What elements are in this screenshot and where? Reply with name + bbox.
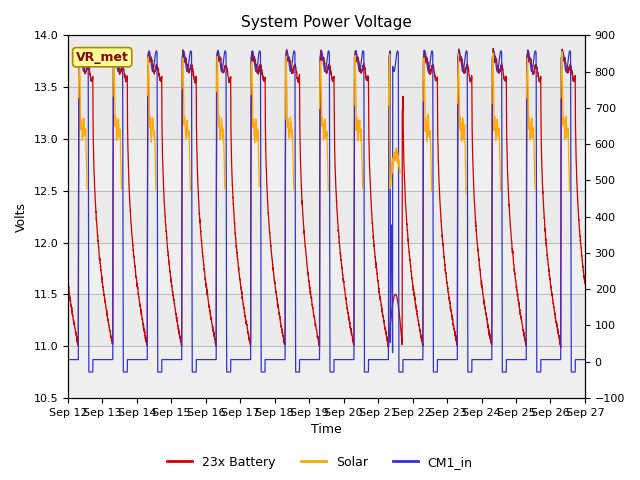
X-axis label: Time: Time	[311, 423, 342, 436]
Y-axis label: Volts: Volts	[15, 202, 28, 232]
Bar	[68, 346, 585, 398]
Bar	[68, 242, 585, 294]
Bar	[68, 139, 585, 191]
Bar	[68, 87, 585, 139]
Bar	[68, 30, 585, 87]
Bar	[68, 294, 585, 346]
Legend: 23x Battery, Solar, CM1_in: 23x Battery, Solar, CM1_in	[163, 451, 477, 474]
Title: System Power Voltage: System Power Voltage	[241, 15, 412, 30]
Text: VR_met: VR_met	[76, 51, 129, 64]
Bar	[68, 191, 585, 242]
